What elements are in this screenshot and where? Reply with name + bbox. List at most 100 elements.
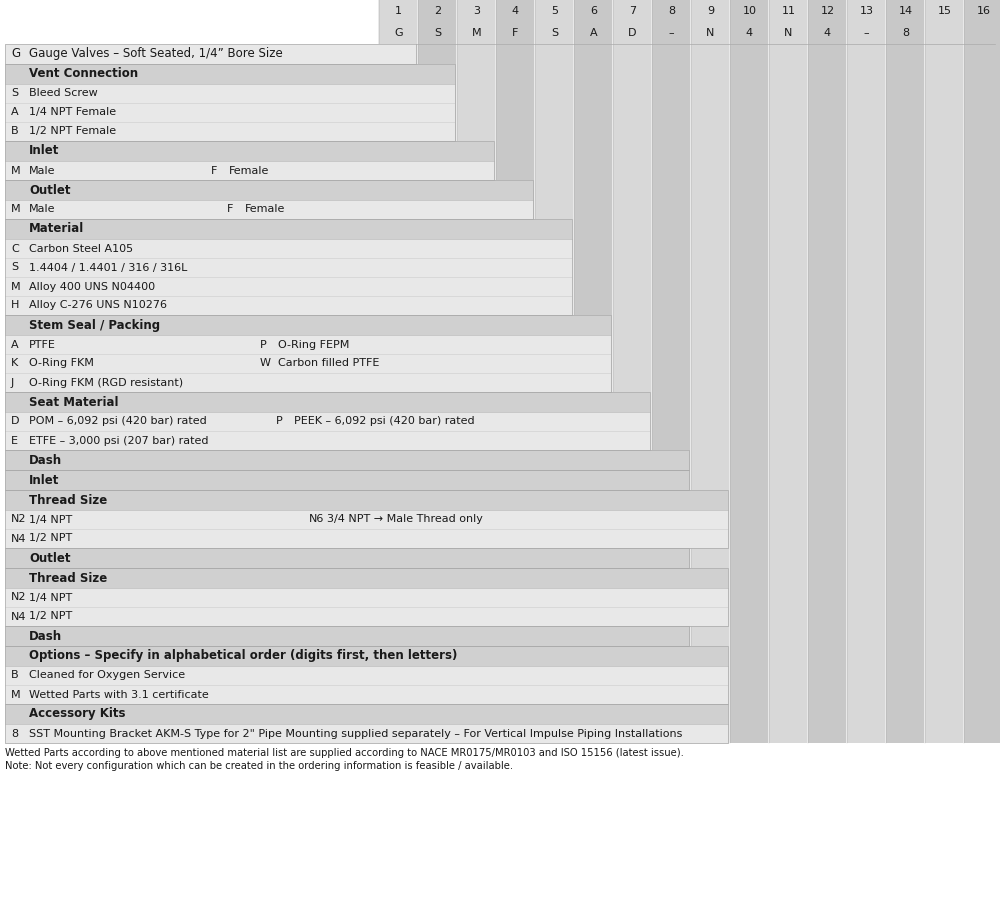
Text: 14: 14	[898, 6, 913, 16]
Bar	[496, 141, 534, 180]
Bar	[457, 180, 495, 219]
Bar	[379, 0, 417, 22]
Bar	[925, 470, 963, 490]
Bar	[574, 392, 612, 450]
Bar	[769, 626, 807, 646]
Text: 1/2 NPT: 1/2 NPT	[29, 612, 72, 622]
Bar	[886, 64, 924, 141]
Text: 4: 4	[824, 28, 831, 38]
Text: Material: Material	[29, 223, 84, 236]
Bar	[379, 315, 417, 392]
Bar	[925, 450, 963, 470]
Bar	[925, 64, 963, 141]
Bar	[496, 219, 534, 315]
Bar	[964, 22, 1000, 44]
Bar	[652, 704, 690, 743]
Text: Female: Female	[228, 166, 269, 176]
Bar	[379, 548, 417, 568]
Bar	[574, 450, 612, 470]
Text: Male: Male	[29, 204, 56, 215]
Text: 4: 4	[512, 6, 519, 16]
Bar	[769, 315, 807, 392]
Bar	[730, 219, 768, 315]
Text: E: E	[11, 436, 18, 446]
Text: N4: N4	[11, 612, 26, 622]
Text: S: S	[434, 28, 441, 38]
Bar	[457, 450, 495, 470]
Text: P: P	[276, 416, 283, 426]
Text: S: S	[551, 28, 558, 38]
Bar	[535, 626, 573, 646]
Bar	[5, 450, 689, 470]
Bar	[613, 0, 651, 22]
Bar	[691, 450, 729, 470]
Text: ETFE – 3,000 psi (207 bar) rated: ETFE – 3,000 psi (207 bar) rated	[29, 436, 208, 446]
Bar	[496, 470, 534, 490]
Bar	[808, 219, 846, 315]
Bar	[379, 22, 417, 44]
Text: W: W	[260, 358, 271, 368]
Bar	[613, 568, 651, 626]
Text: –: –	[669, 28, 674, 38]
Bar	[574, 548, 612, 568]
Bar	[847, 315, 885, 392]
Bar	[496, 704, 534, 743]
Text: Inlet: Inlet	[29, 145, 59, 157]
Bar	[808, 141, 846, 180]
Bar	[379, 646, 417, 704]
Text: 1/2 NPT Female: 1/2 NPT Female	[29, 126, 116, 136]
Bar	[730, 568, 768, 626]
Text: 1.4404 / 1.4401 / 316 / 316L: 1.4404 / 1.4401 / 316 / 316L	[29, 262, 187, 273]
Bar	[5, 180, 533, 200]
Text: M: M	[11, 204, 21, 215]
Bar	[379, 568, 417, 626]
Bar	[886, 490, 924, 548]
Text: 6: 6	[590, 6, 597, 16]
Bar	[535, 450, 573, 470]
Bar	[418, 568, 456, 626]
Bar	[5, 470, 689, 490]
Bar	[5, 548, 689, 568]
Bar	[847, 392, 885, 450]
Text: Outlet: Outlet	[29, 552, 70, 565]
Bar	[457, 626, 495, 646]
Text: F: F	[227, 204, 233, 215]
Bar	[457, 392, 495, 450]
Bar	[5, 219, 572, 315]
Bar	[5, 315, 611, 392]
Bar	[535, 64, 573, 141]
Bar	[691, 626, 729, 646]
Bar	[808, 64, 846, 141]
Bar	[964, 490, 1000, 548]
Text: J: J	[11, 378, 14, 388]
Bar	[574, 470, 612, 490]
Text: M: M	[472, 28, 481, 38]
Bar	[535, 548, 573, 568]
Bar	[613, 548, 651, 568]
Bar	[964, 44, 1000, 64]
Bar	[847, 450, 885, 470]
Bar	[457, 490, 495, 548]
Text: N: N	[784, 28, 793, 38]
Bar	[652, 392, 690, 450]
Text: POM – 6,092 psi (420 bar) rated: POM – 6,092 psi (420 bar) rated	[29, 416, 207, 426]
Bar	[457, 219, 495, 315]
Bar	[418, 626, 456, 646]
Bar	[964, 141, 1000, 180]
Bar	[5, 626, 689, 646]
Bar	[691, 180, 729, 219]
Bar	[5, 490, 728, 510]
Text: Carbon Steel A105: Carbon Steel A105	[29, 243, 133, 253]
Bar	[964, 568, 1000, 626]
Text: N: N	[706, 28, 715, 38]
Text: 12: 12	[820, 6, 835, 16]
Text: C: C	[11, 243, 19, 253]
Text: G: G	[394, 28, 403, 38]
Text: N4: N4	[11, 533, 26, 543]
Bar	[5, 568, 728, 626]
Bar	[496, 180, 534, 219]
Text: 1: 1	[395, 6, 402, 16]
Bar	[964, 646, 1000, 704]
Bar	[496, 450, 534, 470]
Text: B: B	[11, 126, 19, 136]
